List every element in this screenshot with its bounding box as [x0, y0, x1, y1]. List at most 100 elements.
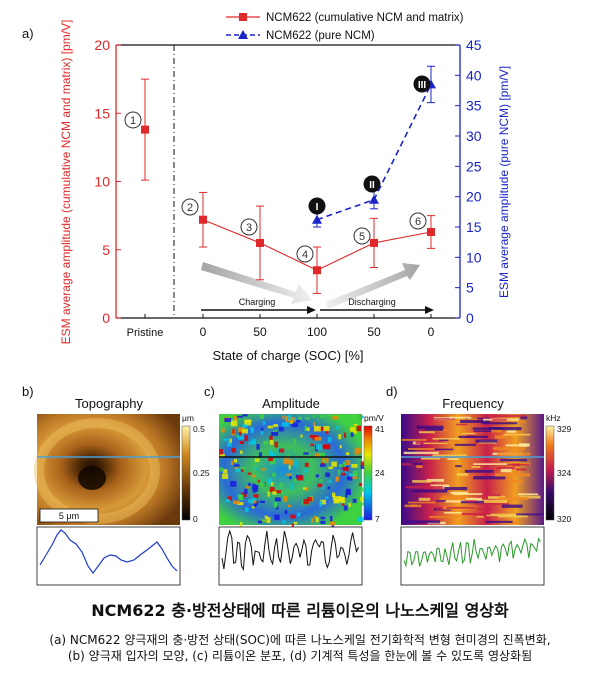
- x-tick-label: 50: [367, 325, 381, 339]
- charging-gradient-arrow: [201, 262, 312, 304]
- caption-body: (a) NCM622 양극재의 충·방전 상태(SOC)에 따른 나노스케일 전…: [49, 633, 551, 663]
- amplitude-texture-speck: [272, 491, 277, 495]
- amplitude-texture-speck: [257, 520, 263, 524]
- discharging-label: Discharging: [348, 297, 396, 307]
- amplitude-texture-speck: [307, 497, 313, 502]
- amplitude-texture-speck: [354, 450, 361, 455]
- amplitude-texture-speck: [260, 482, 266, 487]
- amplitude-texture-speck: [296, 475, 304, 481]
- amplitude-texture-speck: [350, 432, 354, 437]
- x-axis-title: State of charge (SOC) [%]: [212, 348, 363, 363]
- amplitude-texture-speck: [320, 516, 325, 520]
- panel-c: c) Amplitude pm/V 41 24 7: [204, 384, 385, 586]
- amplitude-texture-speck: [274, 441, 279, 448]
- circled-number-marker: [353, 227, 371, 245]
- frequency-texture-streak: [513, 471, 520, 475]
- frequency-texture-streak: [424, 418, 456, 420]
- frequency-colorbar: [545, 425, 555, 521]
- circled-number-marker: [409, 212, 427, 230]
- amplitude-texture-speck: [248, 499, 254, 504]
- amplitude-texture-speck: [286, 473, 292, 476]
- discharging-arrowhead: [425, 306, 434, 314]
- panel-d-label: d): [386, 384, 398, 399]
- frequency-texture-streak: [512, 463, 520, 467]
- amplitude-texture-speck: [222, 473, 229, 479]
- frequency-texture-streak: [486, 513, 522, 517]
- amplitude-texture-speck: [352, 470, 358, 476]
- frequency-texture-streak: [444, 512, 462, 514]
- amplitude-texture-speck: [240, 450, 243, 454]
- amplitude-texture-speck: [230, 420, 238, 427]
- amplitude-texture-speck: [313, 422, 316, 427]
- topography-center-hole: [78, 466, 106, 490]
- amplitude-texture-speck: [320, 520, 326, 525]
- amplitude-texture-speck: [289, 476, 292, 480]
- frequency-texture-streak: [517, 493, 539, 496]
- amplitude-texture-speck: [302, 487, 308, 490]
- amplitude-texture-speck: [351, 463, 358, 468]
- amplitude-texture-speck: [275, 506, 279, 510]
- frequency-texture-streak: [435, 506, 445, 510]
- amplitude-texture-speck: [330, 516, 333, 522]
- amplitude-texture-speck: [257, 479, 260, 483]
- frequency-texture-streak: [438, 439, 449, 441]
- left-tick-label: 10: [94, 174, 110, 190]
- frequency-texture-streak: [498, 515, 528, 518]
- amplitude-texture-speck: [251, 506, 255, 509]
- frequency-texture-streak: [423, 442, 448, 445]
- frequency-texture-streak: [412, 489, 448, 493]
- panel-a-label: a): [22, 26, 34, 41]
- circled-number-label: 2: [187, 202, 193, 214]
- frequency-texture-streak: [416, 464, 423, 469]
- amplitude-texture-speck: [320, 479, 323, 483]
- frequency-texture-streak: [450, 491, 469, 494]
- amplitude-tick-top: 41: [375, 424, 385, 434]
- amplitude-texture-speck: [251, 500, 257, 504]
- frequency-texture-streak: [412, 480, 432, 483]
- frequency-texture-streak: [403, 451, 439, 455]
- amplitude-texture-speck: [349, 427, 356, 432]
- frequency-texture-streak: [500, 458, 528, 462]
- amplitude-texture-speck: [298, 416, 302, 421]
- amplitude-texture-speck: [273, 424, 278, 427]
- amplitude-tick-mid: 24: [375, 468, 385, 478]
- amplitude-texture-speck: [273, 502, 278, 508]
- topography-image: [37, 414, 180, 525]
- amplitude-texture-speck: [235, 468, 241, 473]
- amplitude-texture-speck: [341, 470, 348, 474]
- amplitude-texture-speck: [269, 449, 273, 456]
- amplitude-texture-speck: [281, 422, 289, 427]
- amplitude-texture-speck: [259, 414, 264, 419]
- amplitude-texture-speck: [282, 415, 285, 420]
- topography-colorbar: [181, 425, 191, 521]
- charging-label: Charging: [239, 297, 276, 307]
- amplitude-texture-speck: [290, 484, 294, 490]
- amplitude-texture-speck: [300, 434, 303, 438]
- amplitude-texture-speck: [315, 517, 319, 523]
- topography-tick-mid: 0.25: [193, 468, 210, 478]
- frequency-texture-streak: [418, 431, 435, 434]
- frequency-texture-streak: [520, 416, 528, 420]
- frequency-texture-streak: [448, 440, 466, 444]
- amplitude-texture-speck: [245, 419, 252, 423]
- frequency-texture-streak: [435, 500, 446, 502]
- circled-number-marker: [181, 198, 199, 216]
- amplitude-texture-speck: [223, 469, 228, 474]
- frequency-texture-streak: [449, 416, 472, 419]
- frequency-texture-streak: [405, 520, 441, 524]
- amplitude-texture-speck: [329, 521, 335, 526]
- amplitude-texture-speck: [247, 472, 252, 475]
- amplitude-texture-speck: [240, 469, 244, 472]
- frequency-texture-streak: [496, 466, 516, 470]
- amplitude-texture-speck: [305, 487, 309, 491]
- discharging-gradient-arrow: [326, 263, 420, 309]
- amplitude-texture-speck: [358, 483, 363, 487]
- amplitude-texture-speck: [283, 496, 288, 502]
- frequency-texture-streak: [426, 478, 445, 482]
- roman-marker: [413, 75, 431, 93]
- amplitude-texture-speck: [344, 432, 347, 438]
- amplitude-texture-speck: [348, 473, 356, 477]
- amplitude-texture-speck: [297, 512, 301, 517]
- frequency-texture-streak: [455, 465, 462, 468]
